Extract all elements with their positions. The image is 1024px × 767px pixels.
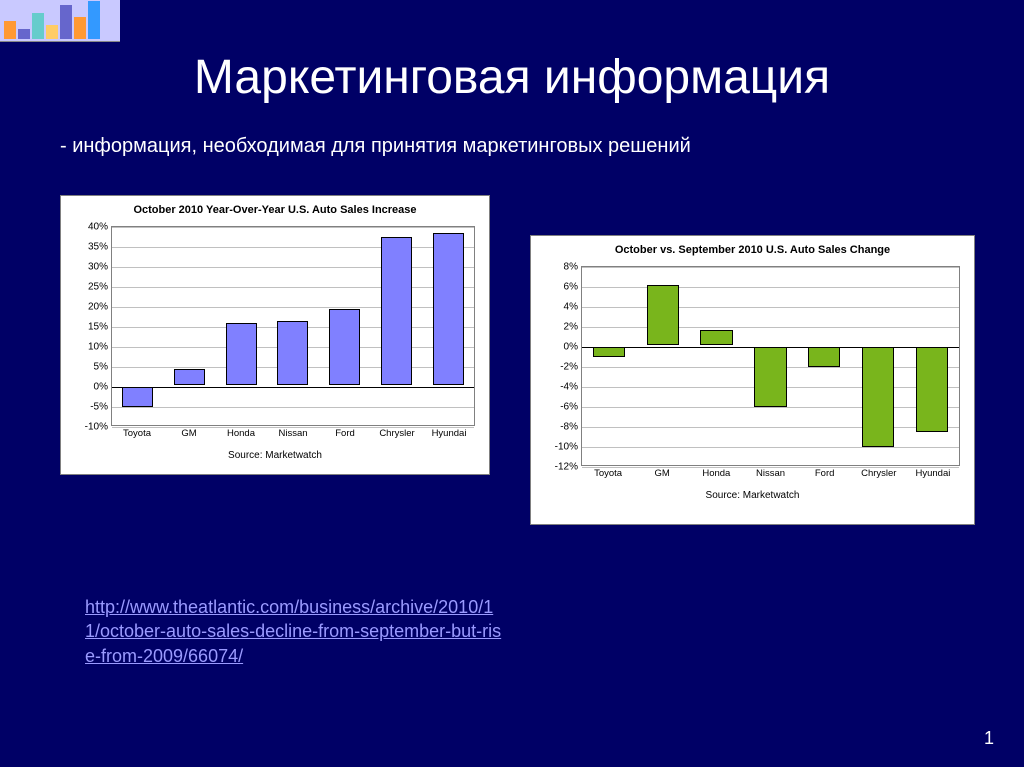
source-link[interactable]: http://www.theatlantic.com/business/arch… (85, 595, 505, 668)
bar-gm (164, 227, 216, 425)
xlabel: Toyota (123, 428, 151, 439)
ytick-label: 30% (88, 262, 112, 273)
xlabel: Chrysler (379, 428, 414, 439)
ytick-label: -10% (555, 442, 582, 453)
xlabel: Toyota (594, 468, 622, 479)
ytick-label: 25% (88, 282, 112, 293)
bar-chrysler (851, 267, 905, 465)
ytick-label: 20% (88, 302, 112, 313)
xlabel: Hyundai (915, 468, 950, 479)
chart1-plot: -10%-5%0%5%10%15%20%25%30%35%40% (111, 226, 475, 426)
ytick-label: 0% (564, 342, 582, 353)
chart1-xlabels: Toyota GM Honda Nissan Ford Chrysler Hyundai (111, 428, 475, 444)
xlabel: Nissan (756, 468, 785, 479)
ytick-label: 8% (564, 262, 582, 273)
xlabel: GM (181, 428, 196, 439)
ytick-label: -4% (560, 382, 582, 393)
page-number: 1 (984, 728, 994, 749)
ytick-label: -12% (555, 462, 582, 473)
bar-hyundai (905, 267, 959, 465)
bar-ford (319, 227, 371, 425)
bar-nissan (744, 267, 798, 465)
ytick-label: 10% (88, 342, 112, 353)
chart2-plot: -12%-10%-8%-6%-4%-2%0%2%4%6%8% (581, 266, 960, 466)
bar-toyota (582, 267, 636, 465)
ytick-label: 15% (88, 322, 112, 333)
ytick-label: 35% (88, 242, 112, 253)
xlabel: Nissan (278, 428, 307, 439)
bar-nissan (267, 227, 319, 425)
chart2-source: Source: Marketwatch (531, 490, 974, 501)
corner-bar-icon (0, 0, 120, 42)
bar-chrysler (371, 227, 423, 425)
chart2-xlabels: Toyota GM Honda Nissan Ford Chrysler Hyundai (581, 468, 960, 484)
xlabel: GM (655, 468, 670, 479)
bar-toyota (112, 227, 164, 425)
bar-honda (215, 227, 267, 425)
xlabel: Ford (815, 468, 835, 479)
ytick-label: 6% (564, 282, 582, 293)
bar-gm (636, 267, 690, 465)
ytick-label: 5% (94, 362, 112, 373)
xlabel: Honda (227, 428, 255, 439)
bar-honda (690, 267, 744, 465)
ytick-label: 2% (564, 322, 582, 333)
ytick-label: 0% (94, 382, 112, 393)
slide-title: Маркетинговая информация (0, 50, 1024, 105)
chart2-title: October vs. September 2010 U.S. Auto Sal… (531, 236, 974, 260)
xlabel: Chrysler (861, 468, 896, 479)
ytick-label: -10% (85, 422, 112, 433)
xlabel: Hyundai (432, 428, 467, 439)
slide-subtitle: - информация, необходимая для принятия м… (60, 135, 691, 158)
ytick-label: 40% (88, 222, 112, 233)
ytick-label: 4% (564, 302, 582, 313)
chart1-source: Source: Marketwatch (61, 450, 489, 461)
ytick-label: -2% (560, 362, 582, 373)
ytick-label: -6% (560, 402, 582, 413)
xlabel: Honda (702, 468, 730, 479)
chart1-title: October 2010 Year-Over-Year U.S. Auto Sa… (61, 196, 489, 220)
bar-hyundai (422, 227, 474, 425)
chart-yoy-sales: October 2010 Year-Over-Year U.S. Auto Sa… (60, 195, 490, 475)
chart-mom-sales: October vs. September 2010 U.S. Auto Sal… (530, 235, 975, 525)
xlabel: Ford (335, 428, 355, 439)
ytick-label: -5% (90, 402, 112, 413)
bar-ford (797, 267, 851, 465)
ytick-label: -8% (560, 422, 582, 433)
